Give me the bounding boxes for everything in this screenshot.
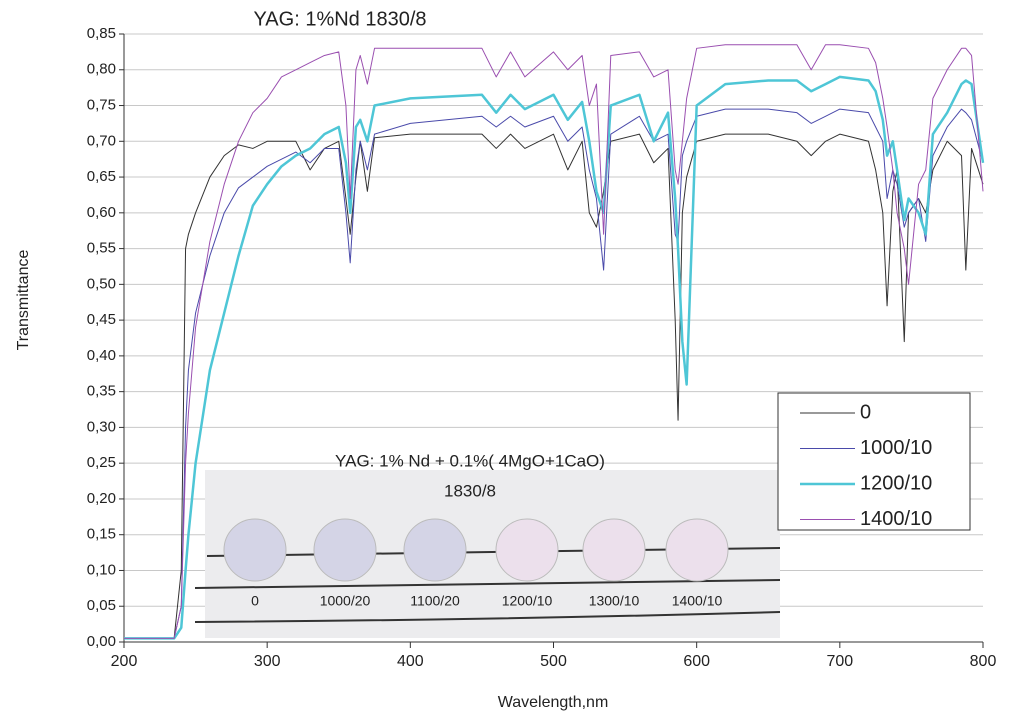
- sample-disc: [223, 518, 287, 582]
- x-tick-label: 200: [111, 653, 138, 670]
- y-tick-label: 0,55: [87, 240, 116, 257]
- y-axis-label: Transmittance: [15, 250, 32, 351]
- y-tick-label: 0,50: [87, 275, 116, 292]
- inset-subtitle: 1830/8: [444, 481, 496, 500]
- x-tick-label: 700: [826, 653, 853, 670]
- y-tick-label: 0,65: [87, 168, 116, 185]
- inset-label: 1300/10: [589, 593, 640, 609]
- sample-disc: [665, 518, 729, 582]
- x-tick-label: 500: [540, 653, 567, 670]
- x-tick-label: 600: [683, 653, 710, 670]
- legend-label: 1200/10: [860, 472, 932, 494]
- x-axis-label: Wavelength,nm: [498, 694, 609, 711]
- x-tick-label: 300: [254, 653, 281, 670]
- sample-disc: [495, 518, 559, 582]
- inset-label: 0: [251, 593, 259, 609]
- inset-line: [194, 579, 781, 589]
- y-tick-label: 0,85: [87, 25, 116, 42]
- series-line: [124, 44, 984, 639]
- series-line: [124, 133, 984, 639]
- y-tick-label: 0,15: [87, 526, 116, 543]
- sample-disc: [403, 518, 467, 582]
- y-tick-label: 0,60: [87, 204, 116, 221]
- sample-disc: [313, 518, 377, 582]
- y-tick-label: 0,40: [87, 347, 116, 364]
- y-tick-label: 0,00: [87, 633, 116, 650]
- series-line: [124, 75, 985, 640]
- y-tick-label: 0,70: [87, 132, 116, 149]
- y-tick-label: 0,25: [87, 454, 116, 471]
- inset-label: 1000/20: [320, 593, 371, 609]
- legend-label: 0: [860, 401, 871, 423]
- y-tick-label: 0,20: [87, 490, 116, 507]
- inset-title: YAG: 1% Nd + 0.1%( 4MgO+1CaO): [335, 451, 605, 470]
- legend-label: 1000/10: [860, 437, 932, 459]
- x-tick-label: 800: [970, 653, 997, 670]
- chart-title: YAG: 1%Nd 1830/8: [253, 8, 426, 30]
- y-tick-label: 0,35: [87, 383, 116, 400]
- sample-disc: [582, 518, 646, 582]
- inset-label: 1400/10: [672, 593, 723, 609]
- y-tick-label: 0,45: [87, 311, 116, 328]
- y-tick-label: 0,30: [87, 418, 116, 435]
- legend-label: 1400/10: [860, 508, 932, 530]
- legend-box: [777, 392, 971, 531]
- inset-line: [194, 611, 781, 623]
- y-tick-label: 0,05: [87, 597, 116, 614]
- y-tick-label: 0,10: [87, 561, 116, 578]
- y-tick-label: 0,80: [87, 61, 116, 78]
- y-tick-label: 0,75: [87, 96, 116, 113]
- inset-label: 1200/10: [502, 593, 553, 609]
- inset-label: 1100/20: [410, 593, 460, 609]
- x-tick-label: 400: [397, 653, 424, 670]
